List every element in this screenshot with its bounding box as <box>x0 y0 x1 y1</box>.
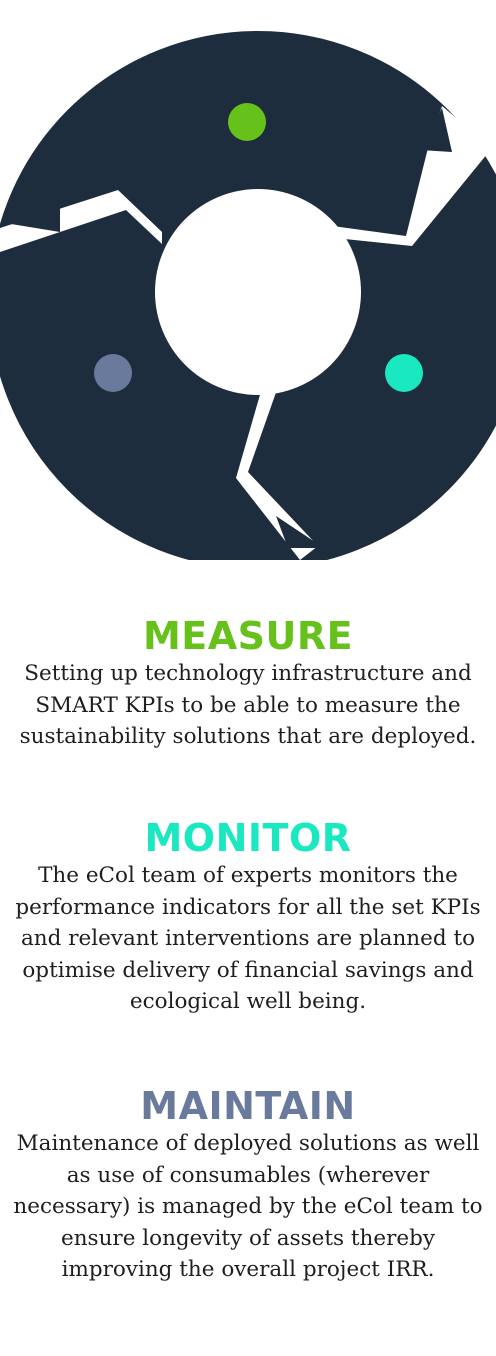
maintain-description: Maintenance of deployed solutions as wel… <box>13 1131 483 1282</box>
monitor-description: The eCol team of experts monitors the pe… <box>15 863 481 1014</box>
measure-section: MEASURE Setting up technology infrastruc… <box>0 614 496 753</box>
arrow-tip-bottom <box>276 516 324 548</box>
arrow-tip-left <box>5 196 60 232</box>
cycle-center-hole <box>155 189 361 395</box>
maintain-title: MAINTAIN <box>140 1084 356 1128</box>
monitor-dot-icon <box>385 354 423 392</box>
maintain-dot-icon <box>94 354 132 392</box>
segment-gap-left <box>0 190 162 252</box>
monitor-title: MONITOR <box>144 816 352 860</box>
cycle-diagram <box>0 31 496 560</box>
maintain-section: MAINTAIN Maintenance of deployed solutio… <box>0 1084 496 1286</box>
measure-description: Setting up technology infrastructure and… <box>19 661 477 749</box>
measure-title: MEASURE <box>142 614 354 658</box>
segment-gap-bottom <box>236 360 318 560</box>
arrow-tip-right <box>420 108 452 152</box>
monitor-section: MONITOR The eCol team of experts monitor… <box>0 816 496 1018</box>
measure-dot-icon <box>228 103 266 141</box>
